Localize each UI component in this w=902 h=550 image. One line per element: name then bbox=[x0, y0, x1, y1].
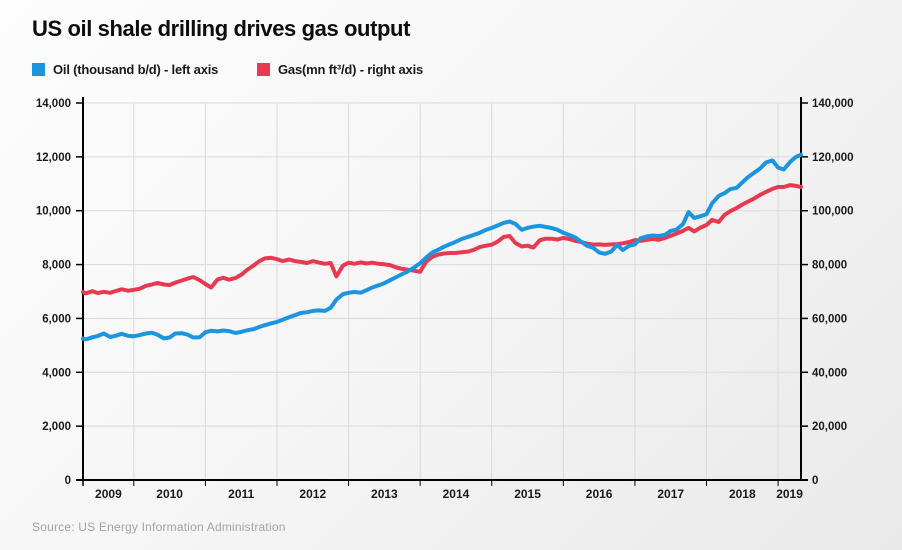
right-axis-tick-label: 60,000 bbox=[812, 313, 847, 325]
right-axis-tick-label: 120,000 bbox=[812, 152, 854, 164]
series-lines bbox=[81, 152, 803, 342]
oil-line bbox=[81, 152, 803, 342]
left-axis-tick-label: 10,000 bbox=[36, 206, 71, 218]
x-axis-year-label: 2009 bbox=[95, 487, 122, 501]
axes bbox=[76, 97, 808, 486]
x-axis-year-label: 2014 bbox=[443, 487, 470, 501]
x-axis-year-label: 2010 bbox=[156, 487, 183, 501]
source-note: Source: US Energy Information Administra… bbox=[32, 520, 286, 534]
left-axis-tick-label: 8,000 bbox=[42, 260, 71, 272]
legend-item-gas: Gas(mn ft³/d) - right axis bbox=[257, 61, 423, 77]
right-axis-tick-label: 100,000 bbox=[812, 206, 854, 218]
x-axis-year-label: 2013 bbox=[371, 487, 398, 501]
gas-legend-swatch-icon bbox=[257, 62, 270, 76]
x-axis-year-label: 2011 bbox=[228, 487, 254, 501]
axis-labels: 0 0 2,000 20,000 4,000 40,000 6,000 60,000 8,000… bbox=[36, 98, 854, 501]
right-axis-tick-label: 20,000 bbox=[812, 421, 847, 433]
right-axis-tick-label: 40,000 bbox=[812, 367, 847, 379]
oil-legend-swatch-icon bbox=[32, 62, 45, 76]
gridlines bbox=[83, 102, 801, 480]
x-axis-year-label: 2019 bbox=[776, 487, 803, 501]
oil-legend-label: Oil (thousand b/d) - left axis bbox=[53, 61, 219, 77]
left-axis-tick-label: 6,000 bbox=[42, 313, 71, 325]
left-axis-tick-label: 4,000 bbox=[42, 367, 71, 379]
left-axis-tick-label: 14,000 bbox=[36, 98, 71, 110]
gas-line bbox=[81, 183, 803, 296]
x-axis-year-label: 2017 bbox=[657, 487, 684, 501]
right-axis-tick-label: 140,000 bbox=[812, 98, 854, 110]
left-axis-tick-label: 12,000 bbox=[36, 152, 71, 164]
x-axis-year-label: 2016 bbox=[586, 487, 613, 501]
legend: Oil (thousand b/d) - left axis Gas(mn ft… bbox=[0, 61, 902, 79]
left-axis-tick-label: 2,000 bbox=[42, 421, 71, 433]
x-axis-year-label: 2018 bbox=[729, 487, 756, 501]
legend-item-oil: Oil (thousand b/d) - left axis bbox=[32, 61, 218, 77]
right-axis-tick-label: 80,000 bbox=[812, 260, 847, 272]
right-axis-tick-label: 0 bbox=[812, 475, 818, 487]
x-axis-year-label: 2012 bbox=[299, 487, 326, 501]
left-axis-tick-label: 0 bbox=[65, 475, 71, 487]
x-axis-year-label: 2015 bbox=[514, 487, 541, 501]
chart-title: US oil shale drilling drives gas output bbox=[32, 16, 411, 41]
gas-legend-label: Gas(mn ft³/d) - right axis bbox=[278, 61, 424, 77]
